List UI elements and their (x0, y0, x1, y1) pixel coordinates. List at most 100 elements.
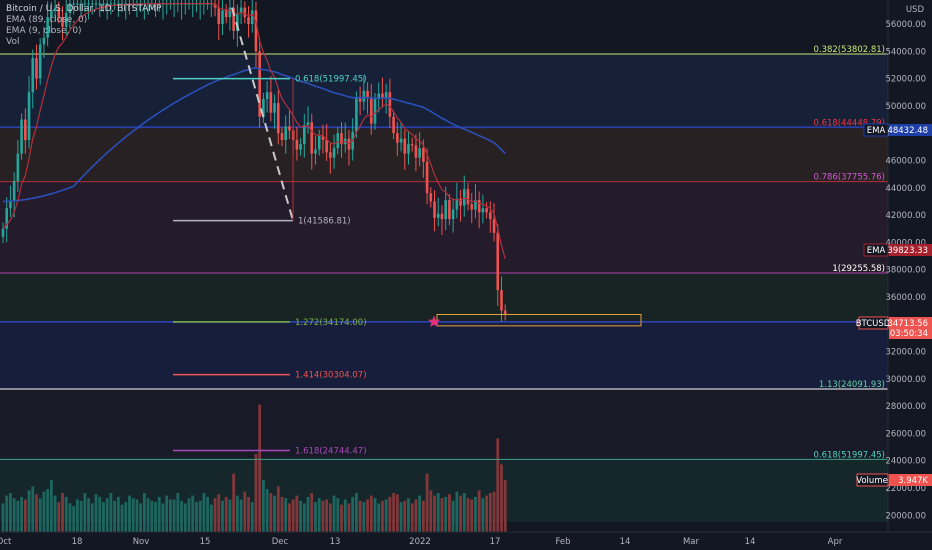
candle-body (31, 58, 35, 93)
volume-bar (161, 503, 165, 532)
volume-bar (124, 502, 128, 532)
volume-bar (172, 499, 176, 532)
candle-body (355, 97, 358, 132)
candle-body (306, 122, 310, 125)
volume-bar (466, 498, 470, 532)
candle-body (410, 144, 414, 146)
candle-body (329, 152, 332, 158)
volume-bar (239, 499, 243, 532)
fib-extension-label: 1(41586.81) (298, 217, 351, 227)
candle-body (42, 37, 46, 45)
candle-body (12, 180, 16, 202)
fib-level-label: 0.618(44448.79) (813, 118, 885, 128)
candle-body (265, 92, 269, 100)
ema-9-legend[interactable]: EMA (9, close, 0) (6, 26, 82, 36)
volume-bar (388, 496, 392, 532)
candle-body (24, 119, 27, 140)
candle-body (358, 97, 362, 102)
volume-bar (53, 495, 57, 532)
volume-bar (328, 503, 332, 532)
volume-bar (206, 496, 209, 532)
volume-bar (273, 495, 276, 532)
volume-bar (83, 493, 87, 532)
volume-bar (64, 496, 68, 532)
time-tick: 14 (620, 537, 631, 547)
volume-bar (116, 496, 120, 532)
volume-bar (105, 498, 109, 532)
candle-body (396, 133, 399, 143)
volume-bar (358, 500, 362, 532)
candle-body (284, 126, 288, 140)
price-tick: 44000.00 (885, 184, 926, 194)
volume-bar (299, 500, 302, 532)
candle-body (35, 58, 38, 79)
candle-body (87, 3, 90, 5)
volume-bar (399, 502, 403, 532)
volume-bar (94, 494, 98, 532)
volume-bar (451, 500, 455, 532)
candle-body (98, 3, 102, 5)
volume-bar (295, 495, 299, 532)
candle-body (224, 10, 228, 18)
candle-body (269, 92, 273, 113)
volume-bar (288, 503, 291, 532)
candle-body (102, 3, 105, 5)
candle-body (72, 3, 75, 5)
volume-bar (72, 506, 76, 532)
volume-bar (392, 493, 395, 532)
candle-body (496, 232, 500, 291)
volume-bar (448, 494, 451, 532)
candle-body (61, 17, 64, 27)
volume-bar (38, 498, 42, 532)
volume-legend[interactable]: Vol (6, 37, 20, 47)
volume-bar (254, 454, 258, 532)
volume-bar (384, 499, 388, 532)
volume-bar (310, 493, 314, 532)
volume-bar (314, 502, 317, 532)
candle-body (429, 193, 433, 202)
price-tick: 50000.00 (885, 102, 926, 112)
candle-body (466, 189, 470, 205)
volume-bar (276, 486, 280, 532)
volume-bar (57, 502, 61, 532)
volume-bar (131, 498, 135, 532)
candle-body (481, 208, 485, 213)
volume-bar (180, 500, 183, 532)
volume-bar (23, 499, 27, 532)
volume-bar (340, 504, 343, 532)
candle-body (288, 126, 291, 131)
volume-bar (440, 498, 444, 532)
volume-bar (150, 500, 154, 532)
volume-bar (343, 499, 347, 532)
price-tick: 46000.00 (885, 156, 926, 166)
ema-9-badge-label-box (863, 243, 889, 257)
candle-body (474, 200, 477, 210)
volume-bar (42, 491, 46, 532)
volume-bar (5, 495, 9, 532)
candle-body (117, 3, 120, 5)
volume-bar (436, 493, 440, 532)
currency-label: USD (906, 5, 925, 15)
price-tick: 22000.00 (885, 484, 926, 494)
volume-bar (395, 494, 399, 532)
volume-bar (146, 498, 150, 532)
ema-89-legend[interactable]: EMA (89, close, 0) (6, 15, 88, 25)
time-axis: Oct 18 Nov 15 Dec 13 2022 17 Feb 14 Mar 14 Apr (0, 531, 932, 550)
candle-body (503, 310, 507, 315)
volume-bar (481, 498, 485, 532)
fib-level-label: 0.786(37755.76) (813, 173, 885, 183)
candle-body (314, 149, 317, 154)
time-tick: 14 (745, 537, 756, 547)
candle-body (459, 198, 462, 206)
fib-zone (0, 388, 888, 460)
volume-bar (421, 500, 425, 532)
star-marker (427, 315, 441, 328)
volume-bar (262, 480, 265, 532)
volume-bar (403, 500, 407, 532)
symbol-title[interactable]: Bitcoin / U.S. Dollar, 1D, BITSTAMP (6, 4, 162, 14)
candle-body (83, 3, 87, 5)
fib-zone (0, 181, 888, 273)
volume-bar (492, 491, 496, 532)
